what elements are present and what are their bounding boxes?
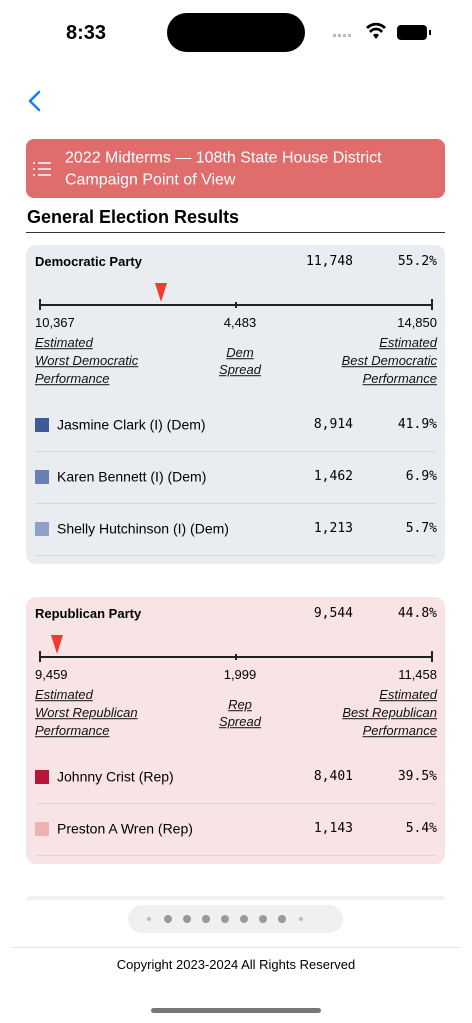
worst-label: Worst Democratic xyxy=(35,353,139,369)
worst-label: Performance xyxy=(35,723,110,739)
menu-icon[interactable] xyxy=(32,160,52,178)
row-divider xyxy=(35,855,436,856)
best-label: Performance xyxy=(362,723,437,739)
range-tick xyxy=(39,651,41,662)
section-title: General Election Results xyxy=(27,207,240,228)
best-label: Best Democratic xyxy=(341,353,437,369)
page-dot[interactable] xyxy=(202,915,210,923)
candidate-swatch xyxy=(35,822,49,836)
candidate-votes: 1,143 xyxy=(313,821,353,837)
page-dot[interactable] xyxy=(183,915,191,923)
next-card-edge xyxy=(26,896,445,900)
range-min: 9,459 xyxy=(35,667,68,683)
spread-label: Spread xyxy=(219,714,261,730)
range-spread: 1,999 xyxy=(223,667,257,683)
party-votes: 9,544 xyxy=(313,606,353,622)
worst-label: Performance xyxy=(35,371,110,387)
page-dot[interactable] xyxy=(164,915,172,923)
candidate-votes: 8,401 xyxy=(313,769,353,785)
candidate-swatch xyxy=(35,522,49,536)
best-label: Estimated xyxy=(379,687,437,703)
party-card xyxy=(26,597,445,864)
range-tick xyxy=(431,651,433,662)
party-votes: 11,748 xyxy=(306,254,353,270)
candidate-name: Preston A Wren (Rep) xyxy=(57,820,193,837)
candidate-name: Karen Bennett (I) (Dem) xyxy=(57,468,207,485)
row-divider xyxy=(35,555,436,556)
page-dot[interactable] xyxy=(299,917,303,921)
range-tick xyxy=(235,302,237,308)
back-button[interactable] xyxy=(24,89,46,113)
page-dot[interactable] xyxy=(147,917,151,921)
header-subtitle: Campaign Point of View xyxy=(65,171,236,189)
row-divider xyxy=(35,803,436,804)
row-divider xyxy=(35,451,436,452)
home-indicator xyxy=(151,1008,321,1013)
party-name: Republican Party xyxy=(35,606,142,622)
actual-marker xyxy=(154,283,167,302)
spread-label: Rep xyxy=(228,697,252,713)
header-title: 2022 Midterms — 108th State House Distri… xyxy=(65,149,382,167)
party-name: Democratic Party xyxy=(35,254,142,270)
section-rule xyxy=(26,232,445,233)
candidate-swatch xyxy=(35,770,49,784)
candidate-name: Johnny Crist (Rep) xyxy=(57,768,174,785)
page-indicator[interactable] xyxy=(128,905,343,933)
footer-text: Copyright 2023-2024 All Rights Reserved xyxy=(116,957,356,973)
candidate-swatch xyxy=(35,418,49,432)
page-dot[interactable] xyxy=(240,915,248,923)
candidate-share: 41.9% xyxy=(397,417,437,433)
range-spread: 4,483 xyxy=(223,315,257,331)
worst-label: Estimated xyxy=(35,687,93,703)
page-dot[interactable] xyxy=(278,915,286,923)
candidate-swatch xyxy=(35,470,49,484)
best-label: Best Republican xyxy=(342,705,437,721)
range-max: 14,850 xyxy=(397,315,437,331)
candidate-votes: 8,914 xyxy=(313,417,353,433)
party-card xyxy=(26,245,445,564)
candidate-share: 39.5% xyxy=(397,769,437,785)
status-time: 8:33 xyxy=(66,22,107,44)
candidate-share: 5.7% xyxy=(405,521,437,537)
worst-label: Estimated xyxy=(35,335,93,351)
party-share: 44.8% xyxy=(397,606,437,622)
status-icons xyxy=(333,22,431,40)
dynamic-island xyxy=(167,13,305,52)
range-tick xyxy=(39,299,41,310)
candidate-share: 5.4% xyxy=(405,821,437,837)
spread-label: Dem xyxy=(226,345,254,361)
page-dot[interactable] xyxy=(259,915,267,923)
candidate-share: 6.9% xyxy=(405,469,437,485)
range-max: 11,458 xyxy=(398,667,437,683)
best-label: Performance xyxy=(362,371,437,387)
page-dot[interactable] xyxy=(221,915,229,923)
candidate-votes: 1,462 xyxy=(313,469,353,485)
footer-rule xyxy=(12,947,460,948)
spread-label: Spread xyxy=(219,362,261,378)
range-tick xyxy=(235,654,237,660)
range-tick xyxy=(431,299,433,310)
row-divider xyxy=(35,503,436,504)
actual-marker xyxy=(50,635,63,654)
range-min: 10,367 xyxy=(35,315,75,331)
party-share: 55.2% xyxy=(397,254,437,270)
worst-label: Worst Republican xyxy=(35,705,138,721)
candidate-name: Jasmine Clark (I) (Dem) xyxy=(57,416,206,433)
best-label: Estimated xyxy=(379,335,437,351)
candidate-name: Shelly Hutchinson (I) (Dem) xyxy=(57,520,229,537)
header-banner xyxy=(26,139,445,198)
candidate-votes: 1,213 xyxy=(313,521,353,537)
